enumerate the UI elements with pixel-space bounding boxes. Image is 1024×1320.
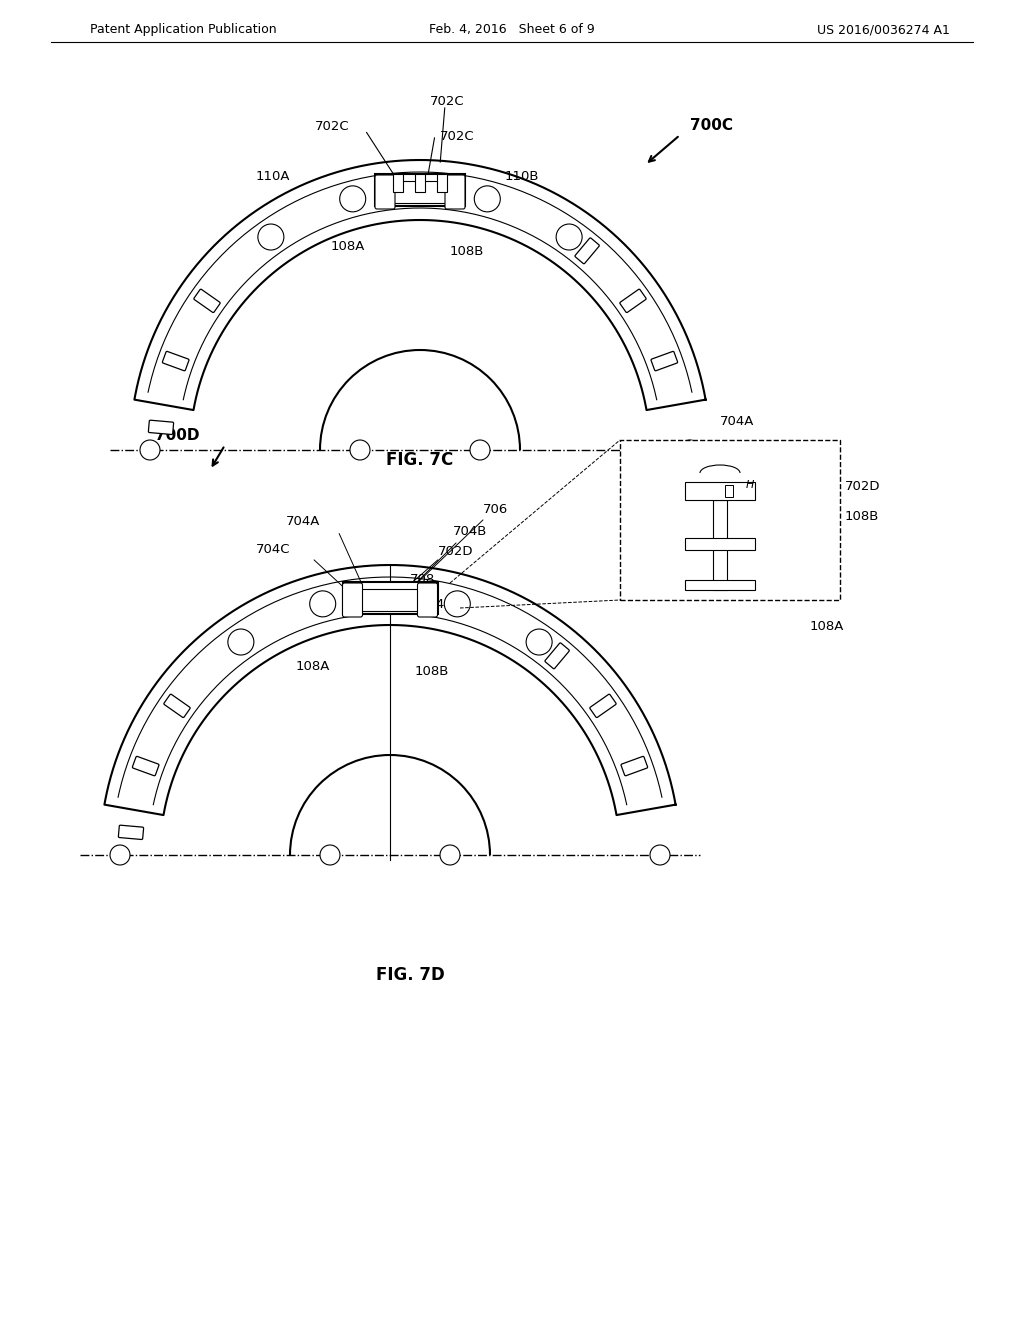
Circle shape xyxy=(444,591,470,616)
FancyBboxPatch shape xyxy=(132,756,159,776)
Text: 702C: 702C xyxy=(440,129,475,143)
Bar xyxy=(713,500,727,590)
Text: 700C: 700C xyxy=(690,117,733,133)
Circle shape xyxy=(440,845,460,865)
Text: H: H xyxy=(746,480,755,490)
Bar xyxy=(379,181,461,203)
Circle shape xyxy=(650,845,670,865)
FancyBboxPatch shape xyxy=(164,694,190,718)
Circle shape xyxy=(110,845,130,865)
Text: 704A: 704A xyxy=(720,414,755,428)
Text: 708: 708 xyxy=(410,573,435,586)
Text: 108B: 108B xyxy=(450,246,484,257)
FancyBboxPatch shape xyxy=(445,176,465,209)
Circle shape xyxy=(680,440,700,459)
Bar xyxy=(620,440,840,601)
Text: FIG. 7C: FIG. 7C xyxy=(386,451,454,469)
Bar xyxy=(685,539,755,550)
Bar xyxy=(342,582,437,614)
Circle shape xyxy=(556,224,582,249)
Text: 702D: 702D xyxy=(845,480,881,492)
FancyBboxPatch shape xyxy=(621,756,647,776)
Polygon shape xyxy=(104,565,676,814)
Text: 704A: 704A xyxy=(286,515,319,528)
Circle shape xyxy=(258,224,284,249)
FancyBboxPatch shape xyxy=(194,289,220,313)
Bar xyxy=(685,482,755,500)
Circle shape xyxy=(309,591,336,616)
FancyBboxPatch shape xyxy=(590,694,616,718)
Text: 702C: 702C xyxy=(430,95,465,108)
FancyBboxPatch shape xyxy=(574,238,599,264)
FancyBboxPatch shape xyxy=(163,351,189,371)
Text: US 2016/0036274 A1: US 2016/0036274 A1 xyxy=(817,24,950,37)
FancyBboxPatch shape xyxy=(119,825,143,840)
Circle shape xyxy=(350,440,370,459)
Circle shape xyxy=(228,630,254,655)
Text: 704D: 704D xyxy=(420,598,456,611)
Bar xyxy=(393,174,403,191)
Circle shape xyxy=(526,630,552,655)
Text: 704C: 704C xyxy=(256,543,290,556)
Bar xyxy=(375,174,465,206)
FancyBboxPatch shape xyxy=(342,583,362,616)
Bar xyxy=(437,174,447,191)
Text: 108A: 108A xyxy=(296,660,330,673)
FancyBboxPatch shape xyxy=(375,176,395,209)
Text: 110B: 110B xyxy=(505,170,540,183)
Text: 110A: 110A xyxy=(256,170,290,183)
Text: 704B: 704B xyxy=(453,525,487,539)
Text: 700D: 700D xyxy=(155,428,200,444)
Text: H: H xyxy=(395,590,403,601)
Circle shape xyxy=(140,440,160,459)
Circle shape xyxy=(319,845,340,865)
Text: 702D: 702D xyxy=(438,545,473,558)
Text: FIG. 7D: FIG. 7D xyxy=(376,966,444,983)
Polygon shape xyxy=(134,160,706,411)
Circle shape xyxy=(474,186,501,211)
Text: 706: 706 xyxy=(482,503,508,516)
FancyBboxPatch shape xyxy=(148,420,174,434)
Text: 108A: 108A xyxy=(331,240,365,253)
Text: Feb. 4, 2016   Sheet 6 of 9: Feb. 4, 2016 Sheet 6 of 9 xyxy=(429,24,595,37)
FancyBboxPatch shape xyxy=(651,351,678,371)
Circle shape xyxy=(340,186,366,211)
Bar xyxy=(725,484,733,498)
Text: 108B: 108B xyxy=(845,510,880,523)
FancyBboxPatch shape xyxy=(620,289,646,313)
Text: 108A: 108A xyxy=(810,620,845,634)
FancyBboxPatch shape xyxy=(545,643,569,669)
Circle shape xyxy=(470,440,490,459)
Bar xyxy=(346,589,433,611)
Bar xyxy=(415,174,425,191)
Bar xyxy=(685,579,755,590)
Text: 702C: 702C xyxy=(315,120,350,133)
FancyBboxPatch shape xyxy=(418,583,437,616)
Text: Patent Application Publication: Patent Application Publication xyxy=(90,24,276,37)
Text: 108B: 108B xyxy=(415,665,450,678)
